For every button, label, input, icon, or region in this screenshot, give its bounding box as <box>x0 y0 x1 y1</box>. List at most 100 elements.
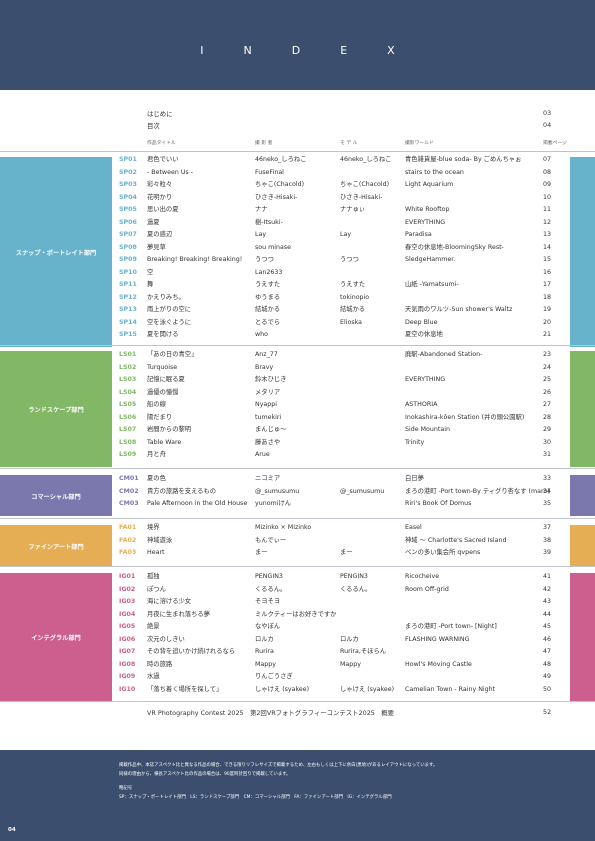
entry-world: Easel <box>405 524 422 531</box>
list-item: LS07 岩間からの黎明 まんじゅ〜 Side Mountain 29 <box>0 424 595 436</box>
entry-photographer: Anz_77 <box>255 351 278 358</box>
entry-title: 夢見草 <box>147 244 166 251</box>
entry-photographer: ちゃこ(Chacold) <box>255 181 305 188</box>
entry-world: Deep Blue <box>405 319 438 326</box>
category-band-integral: インテグラル部門 <box>0 573 112 701</box>
category-band-commercial: コマーシャル部門 <box>0 475 112 516</box>
entry-page: 19 <box>543 306 552 313</box>
entry-title: 舞 <box>147 281 154 288</box>
list-item: LS05 船の線 Nyappi ASTHORIA 27 <box>0 399 595 411</box>
entry-photographer: tumekiri <box>255 414 282 421</box>
entry-title: ぽつん <box>147 586 166 593</box>
list-item: IG06 次元のしきい ロルカ ロルカ FLASHING WARNING 46 <box>0 634 595 646</box>
entry-page: 20 <box>543 319 552 326</box>
entry-photographer: ひさき-Hisaki- <box>255 194 298 201</box>
entry-photographer: 藤あさや <box>255 439 281 446</box>
entry-page: 41 <box>543 573 552 580</box>
entry-world: White Rooftop <box>405 206 450 213</box>
list-item: SP01 君色でいい 46neko_しろねこ 46neko_しろねこ 青色雑貨屋-blu… <box>0 154 595 166</box>
list-item: SP06 過夏 樹-Itsuki- EVERYTHING 12 <box>0 217 595 229</box>
section-divider <box>0 518 595 519</box>
entry-page: 26 <box>543 389 552 396</box>
entry-title: 陽だまり <box>147 414 173 421</box>
entry-page: 13 <box>543 231 552 238</box>
list-item: IG01 孤独 PENGIN3 PENGIN3 Ricocheive 41 <box>0 571 595 583</box>
footer-legend: SP：スナップ・ポートレイト部門 LS：ランドスケープ部門 CM：コマーシャル部… <box>119 795 392 800</box>
entry-page: 17 <box>543 281 552 288</box>
list-item: FA02 神域遊泳 もんでぃー 神域 〜 Charlotte's Sacred Isl… <box>0 535 595 547</box>
index-header: INDEX <box>0 0 595 90</box>
entry-code: LS03 <box>119 376 137 383</box>
entry-code: SP11 <box>119 281 137 288</box>
list-item: SP07 夏の惑辺 Lay Lay Paradisa 13 <box>0 229 595 241</box>
column-header-model: モ デ ル <box>340 141 358 146</box>
entry-world: EVERYTHING <box>405 219 446 226</box>
entry-code: LS07 <box>119 426 137 433</box>
entry-page: 43 <box>543 598 552 605</box>
intro-page: 04 <box>543 121 552 129</box>
entry-photographer: 結城かる <box>255 306 281 313</box>
entry-title: 時の旅路 <box>147 661 173 668</box>
entry-photographer: ニコミア <box>255 475 281 482</box>
list-item: LS01 「あの日の青空」 Anz_77 廃駅-Abandoned Station- 2… <box>0 349 595 361</box>
category-band-landscape: ランドスケープ部門 <box>0 351 112 467</box>
entry-world: Ricocheive <box>405 573 440 580</box>
entry-photographer: Rurira <box>255 648 274 655</box>
entry-code: LS06 <box>119 414 137 421</box>
entry-model: 46neko_しろねこ <box>340 156 392 163</box>
entry-code: IG01 <box>119 573 136 580</box>
outline-page: 52 <box>543 708 552 716</box>
entry-page: 09 <box>543 181 552 188</box>
category-tab-fineart <box>570 525 595 566</box>
entry-title: 絶景 <box>147 623 160 630</box>
category-label-snap: スナップ・ポートレイト部門 <box>15 250 97 257</box>
intro-title: 目次 <box>147 122 160 130</box>
entry-world: まろの港町 -Port town- [Night] <box>405 623 497 630</box>
list-item: IG02 ぽつん くるるん。 くるるん。 Room Off-grid 42 <box>0 584 595 596</box>
entry-title: 船の線 <box>147 401 166 408</box>
entry-title: 花明かり <box>147 194 173 201</box>
entry-photographer: ゆうまる <box>255 294 281 301</box>
entry-page: 14 <box>543 244 552 251</box>
entry-page: 08 <box>543 169 552 176</box>
entry-code: FA03 <box>119 549 137 556</box>
entry-photographer: ロルカ <box>255 636 274 643</box>
column-header-world: 撮影ワールド <box>405 141 434 146</box>
list-item: IG04 月夜に生まれ落ちる夢 ミルクティーはお好きですか 44 <box>0 609 595 621</box>
category-label-commercial: コマーシャル部門 <box>31 494 81 501</box>
list-item: IG10 「落ち着く場所を探して」 しゃけえ (syakee) しゃけえ (syake… <box>0 684 595 696</box>
entry-model: ちゃこ(Chacold) <box>340 181 390 188</box>
entry-code: CM03 <box>119 500 139 507</box>
category-band-snap: スナップ・ポートレイト部門 <box>0 157 112 347</box>
entry-page: 35 <box>543 500 552 507</box>
list-item: FA01 境界 Mizinko × Mizinko Easel 37 <box>0 522 595 534</box>
entry-model: @_sumusumu <box>340 488 385 495</box>
entry-photographer: Lay <box>255 231 267 238</box>
entry-title: 水過 <box>147 673 160 680</box>
entry-page: 21 <box>543 331 552 338</box>
entry-world: ペンの多い集会所 qvpens <box>405 549 481 556</box>
list-item: CM01 夏の色 ニコミア 白日夢 33 <box>0 473 595 485</box>
category-tab-landscape <box>570 351 595 467</box>
entry-page: 49 <box>543 673 552 680</box>
entry-code: LS09 <box>119 451 137 458</box>
entry-code: SP09 <box>119 256 137 263</box>
page-number: 04 <box>8 827 16 833</box>
entry-model: 結城かる <box>340 306 366 313</box>
entry-code: IG06 <box>119 636 136 643</box>
entry-title: 夏の惑辺 <box>147 231 173 238</box>
entry-code: LS04 <box>119 389 137 396</box>
entry-photographer: まー <box>255 549 268 556</box>
entry-page: 31 <box>543 451 552 458</box>
list-item: SP03 彩々粒々 ちゃこ(Chacold) ちゃこ(Chacold) Light Aq… <box>0 179 595 191</box>
entry-model: Elioska <box>340 319 363 326</box>
entry-page: 29 <box>543 426 552 433</box>
entry-page: 27 <box>543 401 552 408</box>
entry-page: 37 <box>543 524 552 531</box>
entry-page: 33 <box>543 475 552 482</box>
entry-photographer: 46neko_しろねこ <box>255 156 307 163</box>
list-item: SP09 Breaking! Breaking! Breaking! うつつ うつつ S… <box>0 254 595 266</box>
entry-code: SP05 <box>119 206 137 213</box>
entry-world: Inokashira-kōen Station (井の頭公園駅) <box>405 414 525 421</box>
entry-world: Trinity <box>405 439 425 446</box>
